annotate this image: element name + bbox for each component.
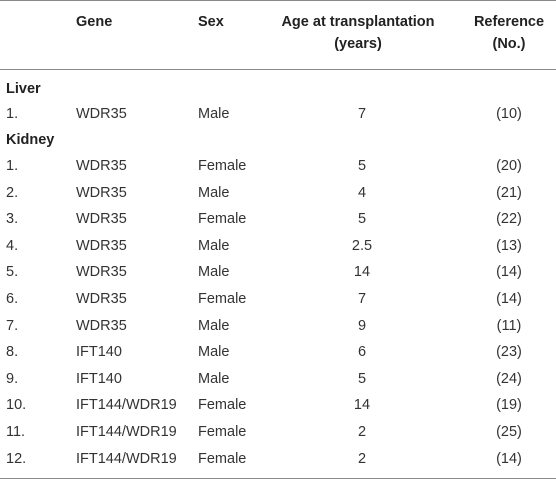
reference-cell: (14) — [496, 291, 522, 307]
table-top-rule — [0, 0, 556, 1]
header-reference: Reference (No.) — [462, 11, 556, 55]
age-cell: 4 — [357, 184, 367, 201]
reference-cell: (23) — [496, 344, 522, 361]
sex-cell: Male — [198, 184, 230, 201]
row-number: 9. — [6, 370, 19, 387]
sex-cell: Male — [198, 317, 230, 334]
sex-cell: Female — [198, 424, 247, 440]
sex-cell: Male — [198, 344, 230, 361]
header-age: Age at transplantation (years) — [270, 11, 446, 55]
row-number: 3. — [6, 211, 19, 228]
header-gene: Gene — [76, 14, 113, 30]
reference-cell: (14) — [496, 450, 522, 467]
row-number: 4. — [6, 237, 19, 254]
row-number: 10. — [6, 397, 27, 414]
table-row: 11. IFT144/WDR19 Female 2 (25) — [0, 420, 556, 444]
reference-cell: (14) — [496, 264, 522, 281]
gene-cell: WDR35 — [76, 184, 127, 201]
reference-cell: (19) — [496, 397, 522, 414]
sex-cell: Female — [198, 397, 247, 414]
reference-cell: (10) — [496, 106, 522, 122]
sex-cell: Female — [198, 291, 247, 307]
row-number: 6. — [6, 291, 19, 307]
header-age-line2: (years) — [334, 36, 382, 52]
table-row: 3. WDR35 Female 5 (22) — [0, 207, 556, 231]
age-cell: 2 — [357, 424, 367, 440]
table-row: 8. IFT140 Male 6 (23) — [0, 340, 556, 364]
age-cell: 14 — [353, 264, 371, 281]
header-bottom-rule — [0, 69, 556, 70]
row-number: 8. — [6, 344, 19, 361]
age-cell: 9 — [357, 317, 367, 334]
age-cell: 7 — [357, 291, 367, 307]
row-number: 12. — [6, 450, 27, 467]
table-row: 6. WDR35 Female 7 (14) — [0, 287, 556, 311]
gene-cell: IFT144/WDR19 — [76, 450, 177, 467]
sex-cell: Male — [198, 106, 230, 122]
header-reference-line1: Reference — [473, 14, 545, 30]
table-row: 5. WDR35 Male 14 (14) — [0, 260, 556, 284]
reference-cell: (25) — [496, 424, 522, 440]
age-cell: 5 — [357, 158, 367, 174]
gene-cell: WDR35 — [76, 237, 127, 254]
header-age-line1: Age at transplantation — [281, 14, 435, 30]
reference-cell: (21) — [496, 184, 522, 201]
table-row: 9. IFT140 Male 5 (24) — [0, 367, 556, 391]
table-row: 4. WDR35 Male 2.5 (13) — [0, 234, 556, 258]
table-row: 1. WDR35 Female 5 (20) — [0, 154, 556, 178]
sex-cell: Female — [198, 158, 247, 174]
age-cell: 7 — [357, 106, 367, 122]
row-number: 7. — [6, 317, 19, 334]
header-sex: Sex — [198, 14, 224, 30]
reference-cell: (13) — [496, 237, 522, 254]
table-bottom-rule — [0, 478, 556, 479]
gene-cell: IFT144/WDR19 — [76, 424, 177, 440]
sex-cell: Female — [198, 211, 247, 228]
gene-cell: IFT140 — [76, 370, 122, 387]
gene-cell: WDR35 — [76, 106, 127, 122]
age-cell: 5 — [357, 370, 367, 387]
sex-cell: Male — [198, 370, 230, 387]
reference-cell: (24) — [496, 370, 522, 387]
gene-cell: WDR35 — [76, 211, 127, 228]
row-number: 11. — [6, 424, 26, 440]
gene-cell: IFT144/WDR19 — [76, 397, 177, 414]
row-number: 2. — [6, 184, 19, 201]
age-cell: 6 — [357, 344, 367, 361]
age-cell: 2.5 — [351, 237, 373, 254]
section-title-liver: Liver — [6, 81, 41, 97]
reference-cell: (22) — [496, 211, 522, 228]
table-row: 10. IFT144/WDR19 Female 14 (19) — [0, 393, 556, 417]
reference-cell: (20) — [496, 158, 522, 174]
header-reference-line2: (No.) — [492, 36, 526, 52]
table-row: 7. WDR35 Male 9 (11) — [0, 314, 556, 338]
sex-cell: Female — [198, 450, 247, 467]
reference-cell: (11) — [496, 317, 522, 334]
table-row: 1. WDR35 Male 7 (10) — [0, 102, 556, 126]
table-row: 12. IFT144/WDR19 Female 2 (14) — [0, 447, 556, 471]
section-title-kidney: Kidney — [6, 132, 55, 148]
sex-cell: Male — [198, 237, 230, 254]
row-number: 1. — [6, 106, 19, 122]
age-cell: 14 — [353, 397, 371, 414]
gene-cell: WDR35 — [76, 317, 127, 334]
row-number: 1. — [6, 158, 19, 174]
sex-cell: Male — [198, 264, 230, 281]
age-cell: 5 — [357, 211, 367, 228]
table-row: 2. WDR35 Male 4 (21) — [0, 181, 556, 205]
age-cell: 2 — [357, 450, 367, 467]
row-number: 5. — [6, 264, 19, 281]
gene-cell: WDR35 — [76, 264, 127, 281]
gene-cell: WDR35 — [76, 158, 127, 174]
gene-cell: IFT140 — [76, 344, 122, 361]
gene-cell: WDR35 — [76, 291, 127, 307]
